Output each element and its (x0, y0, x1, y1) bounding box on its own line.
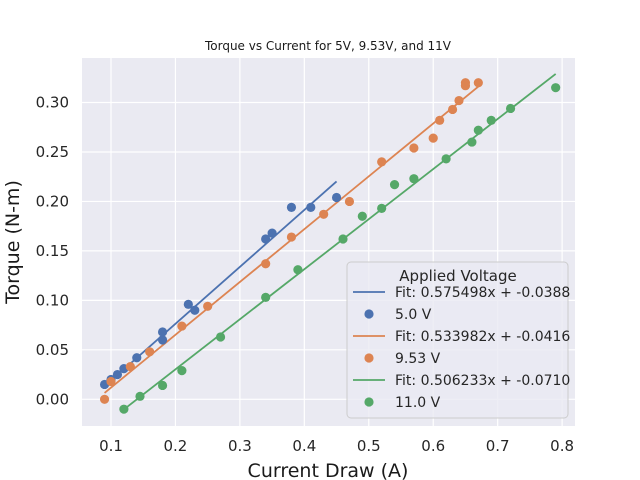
x-tick-label: 0.8 (550, 437, 574, 455)
y-axis-ticks: 0.00 0.05 0.10 0.15 0.20 0.25 0.30 (36, 94, 69, 409)
data-point-series-0 (190, 305, 200, 315)
data-point-series-2 (409, 174, 419, 184)
y-tick-label: 0.20 (36, 192, 69, 210)
data-point-series-1 (106, 376, 116, 387)
y-tick-label: 0.30 (36, 94, 69, 112)
data-point-series-2 (551, 83, 561, 93)
legend: Applied Voltage Fit: 0.575498x + -0.0388… (346, 261, 570, 419)
data-point-series-0 (157, 335, 168, 345)
data-point-series-1 (454, 95, 464, 106)
data-point-series-1 (377, 157, 387, 167)
x-tick-label: 0.6 (421, 437, 445, 455)
data-point-series-0 (261, 234, 271, 244)
legend-marker-swatch (364, 309, 374, 319)
data-point-series-1 (261, 259, 271, 269)
data-point-series-2 (157, 380, 168, 391)
data-point-series-2 (119, 404, 129, 414)
legend-fit-label: Fit: 0.533982x + -0.0416 (395, 329, 570, 345)
data-point-series-2 (389, 180, 400, 190)
data-point-series-2 (338, 234, 348, 244)
y-tick-label: 0.10 (36, 291, 69, 309)
data-point-series-2 (261, 292, 271, 302)
y-tick-label: 0.00 (36, 390, 69, 408)
data-point-series-0 (331, 192, 342, 203)
data-point-series-0 (112, 369, 123, 380)
data-point-series-2 (467, 137, 477, 147)
data-point-series-0 (286, 202, 297, 212)
x-tick-label: 0.5 (357, 437, 381, 455)
legend-marker-swatch (364, 397, 374, 407)
legend-marker-swatch (364, 353, 374, 363)
x-tick-label: 0.2 (164, 437, 188, 455)
x-tick-label: 0.1 (99, 437, 123, 455)
data-point-series-2 (215, 332, 226, 342)
legend-title: Applied Voltage (399, 267, 516, 285)
x-tick-label: 0.3 (228, 437, 252, 455)
y-tick-label: 0.25 (36, 143, 69, 161)
data-point-series-1 (145, 347, 155, 357)
fit-line-series-0 (103, 180, 338, 388)
legend-frame (346, 261, 569, 419)
data-point-series-1 (473, 78, 483, 88)
data-point-series-0 (183, 299, 193, 309)
x-tick-label: 0.4 (292, 437, 316, 455)
data-point-series-2 (505, 103, 516, 114)
data-point-series-1 (99, 394, 110, 404)
data-point-series-1 (409, 143, 419, 153)
data-point-series-2 (473, 125, 483, 135)
legend-series-label: 11.0 V (395, 395, 441, 411)
data-point-series-1 (203, 301, 213, 311)
data-point-series-0 (306, 202, 316, 212)
data-point-series-0 (132, 353, 142, 363)
x-tick-label: 0.7 (486, 437, 510, 455)
data-point-series-2 (293, 265, 303, 275)
data-point-series-1 (428, 133, 438, 143)
legend-entries: Fit: 0.575498x + -0.0388 5.0 V Fit: 0.5339… (353, 285, 570, 411)
data-point-series-1 (447, 104, 458, 115)
data-point-series-2 (377, 203, 387, 213)
data-point-series-0 (157, 327, 168, 337)
data-point-series-1 (125, 362, 135, 372)
legend-series-label: 5.0 V (395, 307, 432, 323)
legend-series-label: 9.53 V (395, 351, 441, 367)
data-point-series-1 (435, 115, 445, 125)
x-axis-label: Current Draw (A) (248, 460, 409, 480)
legend-fit-label: Fit: 0.506233x + -0.0710 (395, 373, 570, 389)
chart-title: Torque vs Current for 5V, 9.53V, and 11V (204, 39, 452, 53)
data-point-series-0 (267, 228, 277, 238)
y-tick-label: 0.15 (36, 242, 69, 260)
data-points (99, 78, 561, 414)
y-axis-label: Torque (N-m) (2, 180, 24, 305)
y-tick-label: 0.05 (36, 341, 69, 359)
data-point-series-2 (135, 391, 145, 401)
data-point-series-2 (486, 115, 496, 125)
data-point-series-1 (344, 196, 355, 207)
data-point-series-2 (441, 154, 451, 164)
data-point-series-1 (319, 209, 329, 219)
data-point-series-1 (177, 321, 187, 331)
data-point-series-1 (286, 232, 297, 242)
legend-fit-label: Fit: 0.575498x + -0.0388 (395, 285, 570, 301)
x-axis-ticks: 0.1 0.2 0.3 0.4 0.5 0.6 0.7 0.8 (99, 437, 574, 455)
data-point-series-2 (357, 211, 367, 221)
data-point-series-2 (177, 366, 187, 376)
data-point-series-1 (460, 78, 471, 88)
